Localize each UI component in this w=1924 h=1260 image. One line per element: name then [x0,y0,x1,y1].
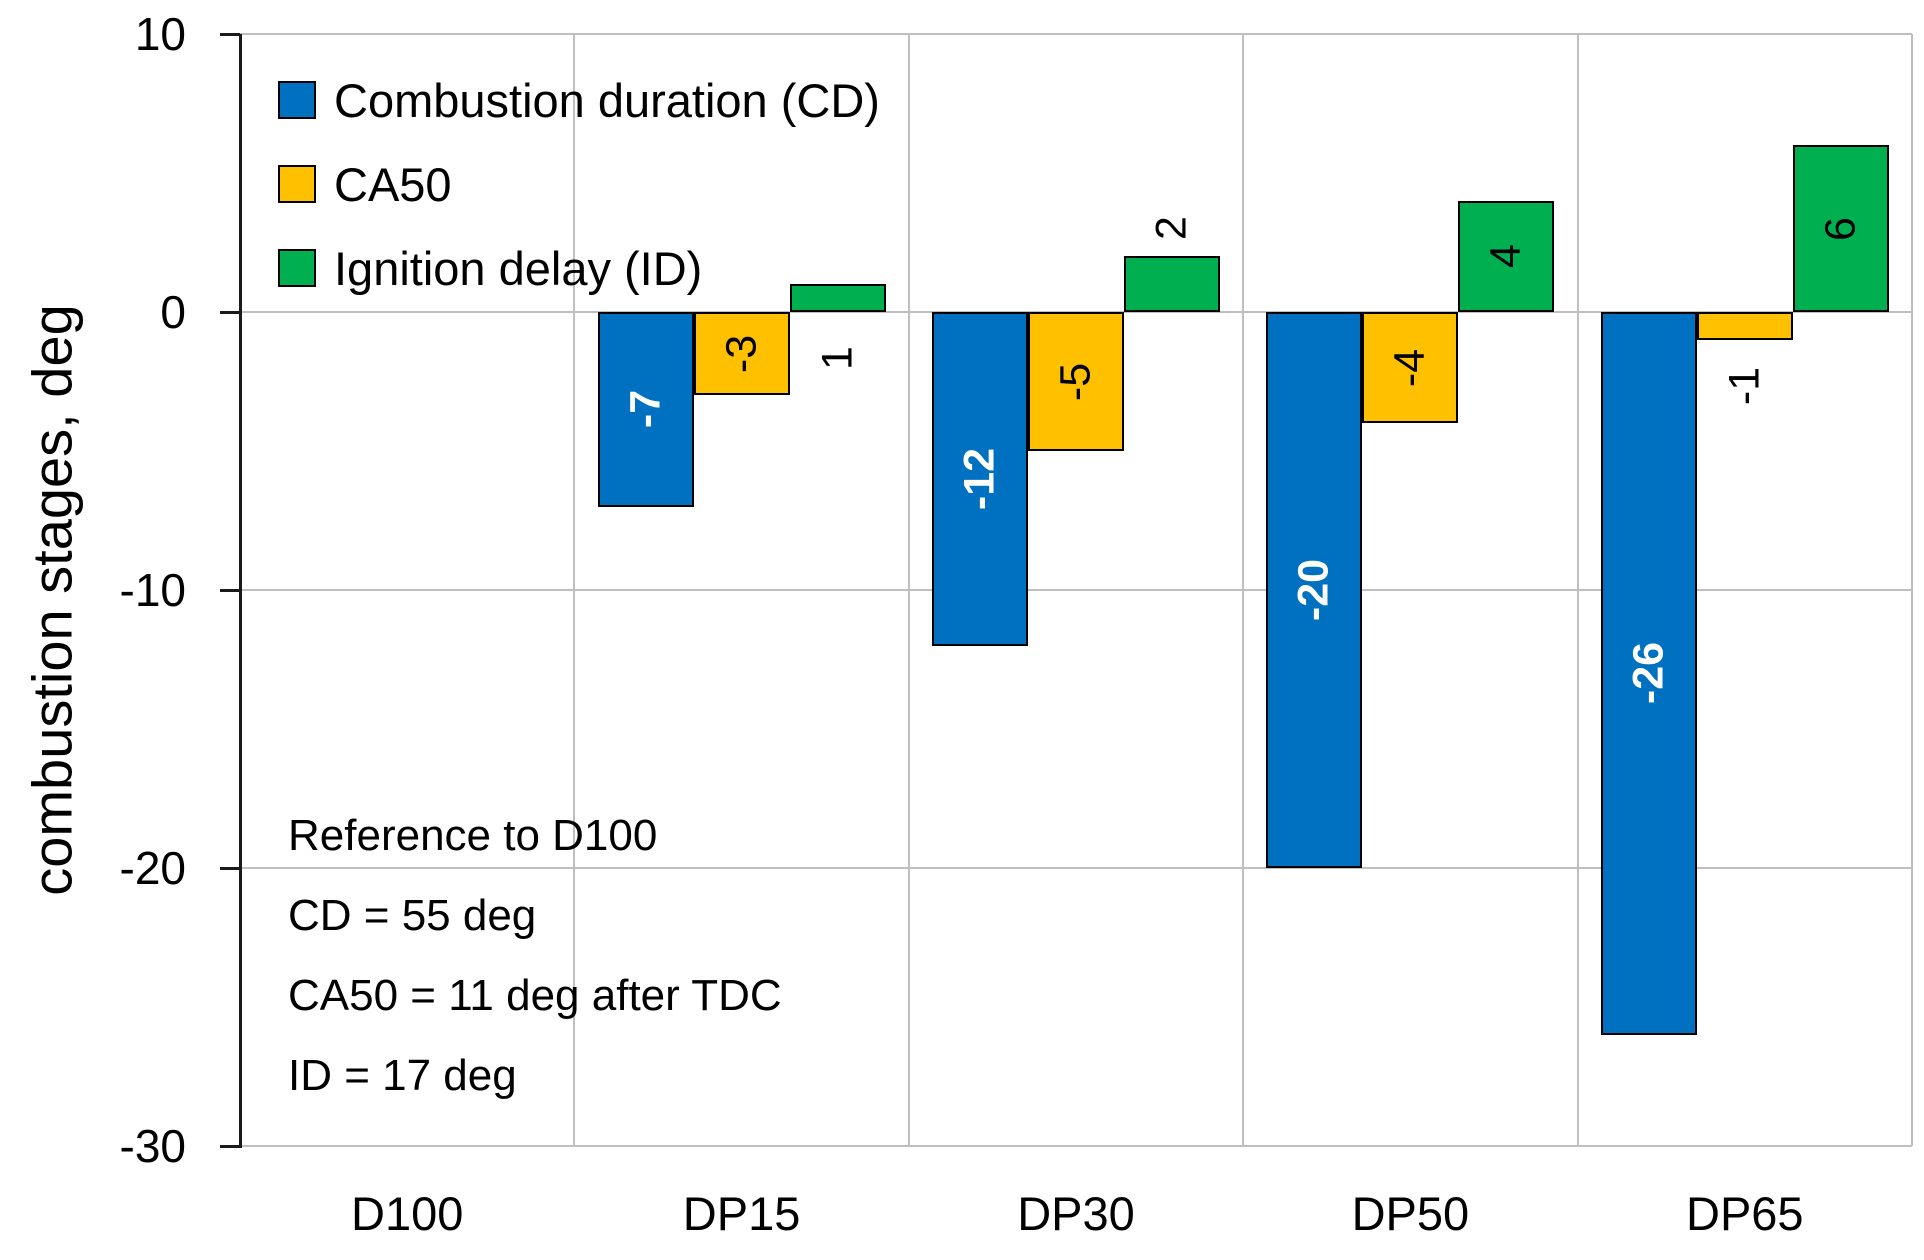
bar-value-label: -5 [1051,362,1100,401]
legend-item: Combustion duration (CD) [278,58,880,142]
gridline-h [240,1145,1912,1147]
x-category-label: DP15 [682,1187,801,1240]
bar-combustion-duration-cd-dp65 [1600,312,1697,1035]
bar-value-label: -1 [1720,366,1769,405]
bar-value-label: -4 [1385,348,1434,387]
y-axis-tick [220,588,240,592]
legend-item: Ignition delay (ID) [278,226,880,310]
gridline-h [240,33,1912,35]
y-axis-line [239,34,242,1148]
bar-ignition-delay-id-dp50 [1458,200,1555,312]
annotation-line: CA50 = 11 deg after TDC [288,971,782,1020]
bar-value-label: -20 [1289,558,1338,622]
annotation-line: ID = 17 deg [288,1051,517,1100]
bar-combustion-duration-cd-dp15 [597,312,694,507]
y-axis-tick [220,866,240,870]
gridline-v [1576,34,1579,1146]
y-axis-tick [220,310,240,314]
legend: Combustion duration (CD) CA50 Ignition del… [278,58,880,310]
legend-label: CA50 [334,157,452,211]
legend-swatch-combustion-duration-cd [278,81,316,119]
legend-swatch-ignition-delay-id [278,249,316,287]
bar-combustion-duration-cd-dp50 [1266,312,1363,868]
annotation-line: CD = 55 deg [288,891,537,940]
y-tick-label: -10 [119,564,186,616]
bar-value-label: 1 [813,346,862,370]
gridline-h [240,867,1912,869]
gridline-v [573,34,576,1146]
x-category-label: DP50 [1351,1187,1470,1240]
y-axis-tick [220,1144,240,1148]
bar-value-label: 2 [1147,216,1196,241]
gridline-h [240,589,1912,591]
bar-ignition-delay-id-dp15 [789,284,886,312]
x-category-label: D100 [351,1187,464,1240]
bar-value-label: -26 [1624,642,1673,705]
bar-value-label: 4 [1481,244,1530,269]
annotation-line: Reference to D100 [288,811,658,860]
bar-ignition-delay-id-dp65 [1792,145,1889,312]
y-tick-label: 10 [134,8,186,60]
legend-label: Combustion duration (CD) [334,73,880,127]
legend-swatch-ca50 [278,165,316,203]
bar-ca50-dp15 [693,312,790,396]
bar-ignition-delay-id-dp30 [1124,256,1220,312]
y-tick-label: -30 [119,1120,186,1172]
bar-ca50-dp50 [1362,312,1459,424]
legend-item: CA50 [278,142,880,226]
x-category-label: DP30 [1017,1187,1135,1240]
bar-ca50-dp65 [1696,312,1793,340]
y-tick-label: 0 [160,286,186,338]
legend-label: Ignition delay (ID) [334,241,703,295]
bar-value-label: -7 [621,390,670,429]
y-axis-tick [220,32,240,36]
gridline-v [1242,34,1245,1146]
bar-value-label: -12 [955,447,1004,510]
gridline-v [1911,34,1913,1146]
bar-value-label: 6 [1816,216,1865,241]
x-category-label: DP65 [1686,1187,1804,1240]
bar-combustion-duration-cd-dp30 [932,312,1028,646]
bar-ca50-dp30 [1028,312,1124,451]
bar-value-label: -3 [717,334,766,373]
annotation: Reference to D100 CD = 55 deg CA50 = 11 de… [288,796,782,1116]
gridline-v [907,34,910,1146]
y-tick-label: -20 [119,842,186,894]
